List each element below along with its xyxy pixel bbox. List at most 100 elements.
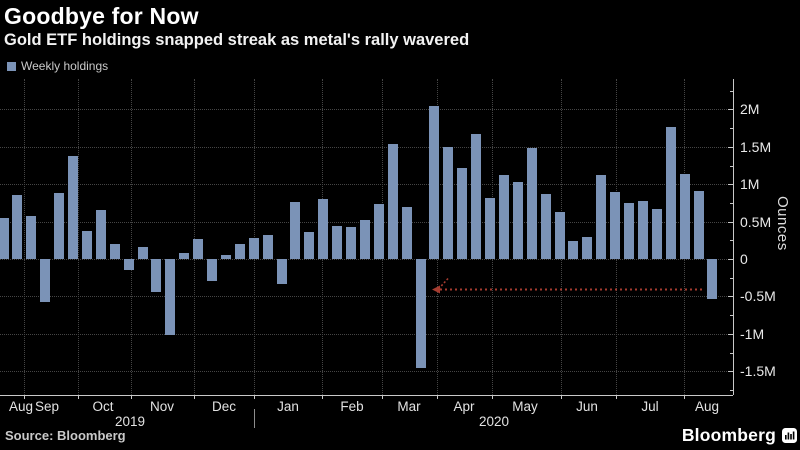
- month-label-apr-8: Apr: [453, 399, 475, 414]
- year-label-2020: 2020: [478, 414, 510, 429]
- y-major-tick: [728, 333, 733, 335]
- bar-week-37: [498, 175, 509, 259]
- bar-week-28: [373, 204, 384, 259]
- bar-week-39: [526, 147, 537, 259]
- chart-plot-area: [0, 79, 733, 395]
- bar-week-33: [443, 146, 454, 259]
- legend: Weekly holdings: [7, 59, 108, 73]
- month-label-nov-3: Nov: [149, 399, 175, 414]
- bar-week-6: [68, 155, 78, 259]
- legend-swatch-icon: [7, 61, 16, 71]
- bar-week-13: [165, 259, 176, 336]
- bar-week-51: [693, 190, 704, 259]
- bar-week-49: [665, 127, 676, 259]
- y-gridline: [0, 259, 733, 260]
- bar-week-14: [179, 253, 190, 259]
- month-label-jan-5: Jan: [277, 399, 299, 414]
- y-major-tick: [728, 259, 733, 260]
- bar-week-1: [0, 217, 9, 259]
- bar-week-24: [318, 199, 329, 259]
- bar-week-38: [512, 181, 523, 259]
- bar-week-18: [234, 244, 245, 259]
- x-axis: [0, 395, 733, 396]
- year-separator: [254, 409, 255, 428]
- bar-week-45: [610, 192, 621, 259]
- y-gridline: [0, 146, 733, 148]
- y-axis: 2M 1.5M 1M 0.5M 0 -0.5M -1M -1.5M: [728, 79, 800, 395]
- bar-week-43: [582, 236, 593, 259]
- y-major-tick: [728, 109, 733, 111]
- bar-week-20: [262, 235, 273, 259]
- year-label-2019: 2019: [114, 414, 146, 429]
- bar-week-12: [151, 259, 162, 292]
- bar-week-3: [26, 216, 37, 259]
- chart-subtitle: Gold ETF holdings snapped streak as meta…: [4, 31, 470, 49]
- y-major-tick: [728, 296, 733, 298]
- month-gridline: [254, 79, 255, 395]
- bar-week-5: [54, 193, 65, 259]
- month-label-jul-11: Jul: [641, 399, 659, 414]
- bar-week-15: [193, 238, 204, 259]
- x-axis-tick: [382, 395, 383, 399]
- y-tick-label: -0.5M: [740, 288, 776, 305]
- bar-week-46: [624, 202, 634, 259]
- y-gridline: [0, 333, 733, 335]
- bar-week-42: [568, 241, 579, 259]
- x-axis-tick: [131, 395, 132, 399]
- bar-week-36: [485, 198, 495, 259]
- bar-week-34: [457, 167, 468, 259]
- bar-week-52: [707, 259, 718, 299]
- y-minor-tick: [730, 240, 733, 242]
- x-axis-tick: [616, 395, 617, 399]
- y-minor-tick: [730, 165, 733, 167]
- y-tick-label: 1.5M: [740, 138, 772, 155]
- x-axis-tick: [194, 395, 195, 399]
- bar-week-21: [276, 259, 287, 285]
- x-axis-tick: [684, 395, 685, 399]
- bar-week-47: [637, 201, 648, 259]
- month-label-may-9: May: [512, 399, 538, 414]
- x-axis-tick: [561, 395, 562, 399]
- x-axis-tick: [254, 395, 255, 399]
- bar-week-11: [137, 247, 148, 259]
- bar-week-16: [207, 259, 217, 282]
- y-minor-tick: [730, 315, 733, 317]
- y-minor-tick: [730, 128, 733, 130]
- bar-week-17: [220, 254, 231, 259]
- y-major-tick: [728, 221, 733, 223]
- bar-week-23: [304, 232, 315, 259]
- source-credit: Source: Bloomberg: [5, 428, 126, 443]
- bar-week-44: [596, 175, 607, 259]
- bar-week-4: [40, 259, 51, 303]
- y-gridline: [0, 184, 733, 186]
- month-label-oct-2: Oct: [92, 399, 114, 414]
- bar-week-30: [401, 207, 412, 259]
- bar-week-29: [387, 143, 398, 259]
- y-major-tick: [728, 146, 733, 148]
- month-gridline: [24, 79, 25, 395]
- bar-week-27: [359, 220, 370, 259]
- bar-week-8: [95, 209, 106, 259]
- month-label-dec-4: Dec: [211, 399, 237, 414]
- y-major-tick: [728, 371, 733, 373]
- bar-week-31: [415, 259, 426, 369]
- month-label-feb-6: Feb: [340, 399, 364, 414]
- y-gridline: [0, 371, 733, 373]
- month-label-sep-1: Sep: [34, 399, 60, 414]
- x-axis-tick: [437, 395, 438, 399]
- bloomberg-logo-icon: [782, 428, 797, 443]
- y-axis-spine: [733, 79, 734, 395]
- y-tick-label: 2M: [740, 101, 760, 118]
- bar-week-41: [554, 211, 565, 259]
- bar-week-9: [109, 244, 120, 259]
- y-minor-tick: [730, 277, 733, 279]
- month-label-aug-12: Aug: [694, 399, 720, 414]
- y-major-tick: [728, 184, 733, 186]
- y-gridline: [0, 109, 733, 111]
- bar-week-2: [12, 194, 23, 259]
- month-label-jun-10: Jun: [576, 399, 598, 414]
- y-axis-title: Ounces: [774, 196, 791, 251]
- y-tick-label: -1M: [740, 325, 765, 342]
- bar-week-50: [679, 173, 690, 259]
